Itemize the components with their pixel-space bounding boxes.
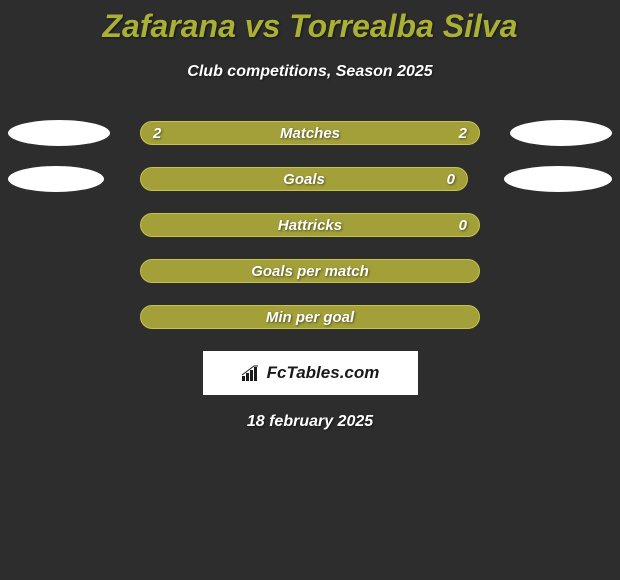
- stat-label: Matches: [280, 125, 340, 142]
- stat-bar: 2 Matches 2: [140, 121, 480, 145]
- stats-container: 2 Matches 2 Goals 0 Hattricks 0 Goals per match…: [0, 121, 620, 329]
- stat-bar: Goals per match: [140, 259, 480, 283]
- player-right-badge: [510, 120, 612, 146]
- player-left-badge: [8, 120, 110, 146]
- stat-value-right: 2: [459, 125, 467, 142]
- chart-icon: [241, 365, 261, 381]
- player-right-badge: [504, 166, 612, 192]
- stat-row: Min per goal: [0, 305, 620, 329]
- date-text: 18 february 2025: [0, 413, 620, 431]
- stat-row: Goals 0: [0, 167, 620, 191]
- watermark-text: FcTables.com: [267, 363, 380, 383]
- stat-value-left: 2: [153, 125, 161, 142]
- stat-label: Min per goal: [266, 309, 354, 326]
- stat-bar: Min per goal: [140, 305, 480, 329]
- watermark: FcTables.com: [203, 351, 418, 395]
- stat-label: Goals per match: [251, 263, 369, 280]
- stat-value-right: 0: [447, 171, 455, 188]
- player-left-badge: [8, 166, 104, 192]
- stat-bar: Hattricks 0: [140, 213, 480, 237]
- stat-label: Goals: [283, 171, 325, 188]
- stat-bar: Goals 0: [140, 167, 468, 191]
- stat-value-right: 0: [459, 217, 467, 234]
- stat-row: Goals per match: [0, 259, 620, 283]
- subtitle: Club competitions, Season 2025: [0, 63, 620, 81]
- stat-row: 2 Matches 2: [0, 121, 620, 145]
- comparison-title: Zafarana vs Torrealba Silva: [0, 0, 620, 45]
- stat-label: Hattricks: [278, 217, 342, 234]
- stat-row: Hattricks 0: [0, 213, 620, 237]
